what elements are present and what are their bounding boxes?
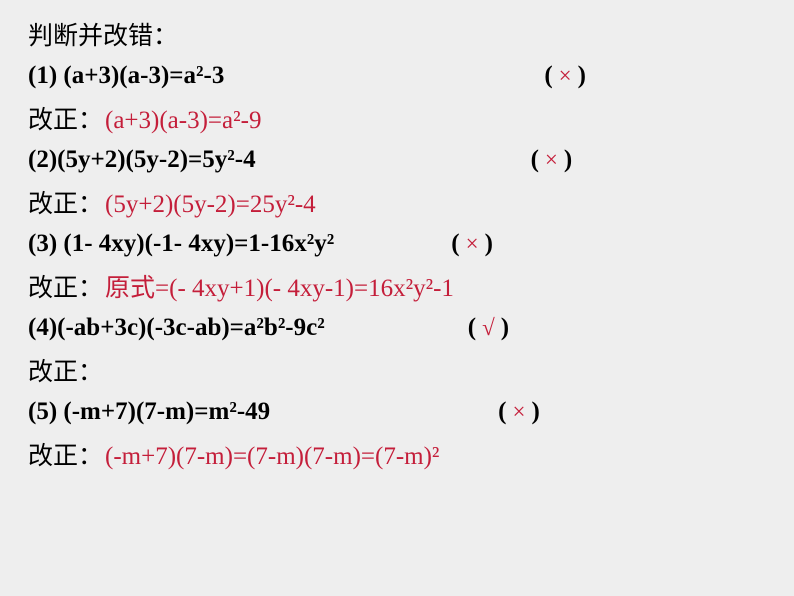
judgment-3: (×) [451, 230, 493, 258]
paren-open: ( [468, 314, 476, 342]
paren-open: ( [531, 146, 539, 174]
correction-label-1: 改正： [28, 100, 103, 136]
correction-row-2: 改正：(5y+2)(5y-2)=25y²-4 [28, 184, 794, 220]
judgment-4: (√) [468, 314, 509, 342]
correction-text-5: (-m+7)(7-m)=(7-m)(7-m)=(7-m)² [105, 443, 439, 471]
mark-2: × [539, 147, 564, 173]
problem-row-3: (3) (1- 4xy)(-1- 4xy)=1-16x²y² (×) [28, 230, 794, 258]
paren-close: ) [501, 314, 509, 342]
correction-label-5: 改正： [28, 436, 103, 472]
correction-row-5: 改正：(-m+7)(7-m)=(7-m)(7-m)=(7-m)² [28, 436, 794, 472]
correction-row-1: 改正：(a+3)(a-3)=a²-9 [28, 100, 794, 136]
equation-3: (3) (1- 4xy)(-1- 4xy)=1-16x²y² [28, 230, 334, 258]
mark-4: √ [476, 315, 501, 341]
mark-3: × [460, 231, 485, 257]
problem-row-1: (1) (a+3)(a-3)=a²-3 (×) [28, 62, 794, 90]
judgment-1: (×) [544, 62, 586, 90]
judgment-2: (×) [531, 146, 573, 174]
correction-text-1: (a+3)(a-3)=a²-9 [105, 107, 261, 135]
paren-close: ) [485, 230, 493, 258]
title: 判断并改错： [28, 16, 794, 52]
mark-5: × [506, 399, 531, 425]
problem-row-4: (4)(-ab+3c)(-3c-ab)=a²b²-9c² (√) [28, 314, 794, 342]
paren-close: ) [564, 146, 572, 174]
correction-label-3: 改正： [28, 268, 103, 304]
correction-row-4: 改正： [28, 352, 794, 388]
correction-text-2: (5y+2)(5y-2)=25y²-4 [105, 191, 316, 219]
paren-open: ( [544, 62, 552, 90]
correction-label-2: 改正： [28, 184, 103, 220]
equation-4: (4)(-ab+3c)(-3c-ab)=a²b²-9c² [28, 314, 325, 342]
correction-row-3: 改正：原式=(- 4xy+1)(- 4xy-1)=16x²y²-1 [28, 268, 794, 304]
equation-2: (2)(5y+2)(5y-2)=5y²-4 [28, 146, 256, 174]
judgment-5: (×) [498, 398, 540, 426]
mark-1: × [553, 63, 578, 89]
equation-1: (1) (a+3)(a-3)=a²-3 [28, 62, 224, 90]
paren-open: ( [498, 398, 506, 426]
paren-close: ) [578, 62, 586, 90]
problem-row-2: (2)(5y+2)(5y-2)=5y²-4 (×) [28, 146, 794, 174]
correction-label-4: 改正： [28, 352, 103, 388]
paren-open: ( [451, 230, 459, 258]
paren-close: ) [531, 398, 539, 426]
correction-text-3: 原式=(- 4xy+1)(- 4xy-1)=16x²y²-1 [105, 268, 454, 304]
problem-row-5: (5) (-m+7)(7-m)=m²-49 (×) [28, 398, 794, 426]
equation-5: (5) (-m+7)(7-m)=m²-49 [28, 398, 270, 426]
